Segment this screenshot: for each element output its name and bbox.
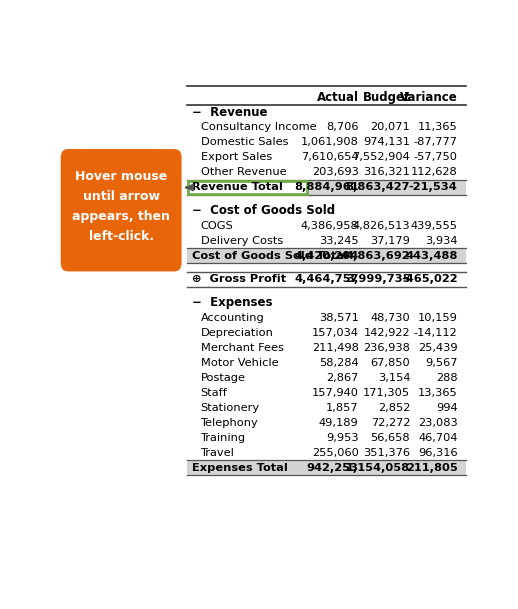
Text: 994: 994 (436, 403, 457, 413)
Text: COGS: COGS (200, 221, 233, 231)
Text: 9,567: 9,567 (425, 358, 457, 368)
Text: 46,704: 46,704 (418, 433, 457, 443)
Text: Cost of Goods Sold Total: Cost of Goods Sold Total (192, 251, 348, 261)
Text: 1,154,058: 1,154,058 (346, 463, 410, 473)
Text: 13,365: 13,365 (418, 388, 457, 398)
Text: left-click.: left-click. (89, 230, 154, 243)
Text: 4,464,757: 4,464,757 (294, 275, 358, 284)
Text: 142,922: 142,922 (364, 328, 410, 338)
Text: 58,284: 58,284 (319, 358, 358, 368)
Text: Depreciation: Depreciation (200, 328, 274, 338)
Text: 8,863,427: 8,863,427 (346, 183, 410, 192)
Text: 255,060: 255,060 (312, 448, 358, 458)
Text: 7,610,654: 7,610,654 (301, 152, 358, 163)
Bar (187, 248, 466, 264)
Text: 942,253: 942,253 (307, 463, 358, 473)
Text: 25,439: 25,439 (418, 343, 457, 353)
Text: 56,658: 56,658 (370, 433, 410, 443)
Text: 4,863,692: 4,863,692 (346, 251, 410, 261)
Text: until arrow: until arrow (83, 190, 160, 203)
Text: 3,154: 3,154 (378, 373, 410, 383)
Text: Stationery: Stationery (200, 403, 260, 413)
Text: 211,498: 211,498 (312, 343, 358, 353)
Text: Consultancy Income: Consultancy Income (200, 122, 316, 133)
Text: 288: 288 (436, 373, 457, 383)
Text: 4,826,513: 4,826,513 (353, 221, 410, 231)
Text: Travel: Travel (200, 448, 235, 458)
Text: -21,534: -21,534 (409, 183, 457, 192)
Text: Domestic Sales: Domestic Sales (200, 138, 288, 147)
Text: Actual: Actual (316, 91, 358, 104)
Text: 112,628: 112,628 (411, 167, 457, 177)
Text: 974,131: 974,131 (363, 138, 410, 147)
Text: 72,272: 72,272 (371, 418, 410, 428)
Text: Hover mouse: Hover mouse (75, 170, 167, 183)
Bar (189, 181, 307, 194)
Text: Merchant Fees: Merchant Fees (200, 343, 283, 353)
Text: Other Revenue: Other Revenue (200, 167, 286, 177)
Bar (187, 180, 466, 195)
Text: 1,857: 1,857 (326, 403, 358, 413)
Text: 8,884,961: 8,884,961 (294, 183, 358, 192)
Text: 37,179: 37,179 (370, 236, 410, 246)
Text: 49,189: 49,189 (319, 418, 358, 428)
Text: Staff: Staff (200, 388, 227, 398)
Text: Telephony: Telephony (200, 418, 258, 428)
Text: ⊕  Gross Profit: ⊕ Gross Profit (192, 275, 286, 284)
Text: 48,730: 48,730 (370, 313, 410, 323)
Text: Postage: Postage (200, 373, 246, 383)
Text: Export Sales: Export Sales (200, 152, 272, 163)
Text: 10,159: 10,159 (418, 313, 457, 323)
Text: 439,555: 439,555 (411, 221, 457, 231)
Text: 1,061,908: 1,061,908 (300, 138, 358, 147)
Text: Budget: Budget (363, 91, 410, 104)
Text: 157,940: 157,940 (311, 388, 358, 398)
Text: 211,805: 211,805 (406, 463, 457, 473)
Text: 351,376: 351,376 (363, 448, 410, 458)
Text: Motor Vehicle: Motor Vehicle (200, 358, 278, 368)
Polygon shape (175, 229, 180, 253)
Text: 2,867: 2,867 (326, 373, 358, 383)
Bar (187, 460, 466, 476)
Text: 236,938: 236,938 (363, 343, 410, 353)
Text: −  Expenses: − Expenses (192, 297, 272, 309)
Text: -465,022: -465,022 (401, 275, 457, 284)
Text: Variance: Variance (400, 91, 457, 104)
Text: 4,386,958: 4,386,958 (301, 221, 358, 231)
Text: 20,071: 20,071 (370, 122, 410, 133)
Text: 11,365: 11,365 (418, 122, 457, 133)
Text: 3,999,735: 3,999,735 (346, 275, 410, 284)
Text: appears, then: appears, then (72, 210, 170, 223)
Text: 157,034: 157,034 (311, 328, 358, 338)
Text: −  Revenue: − Revenue (192, 106, 267, 119)
Text: 23,083: 23,083 (418, 418, 457, 428)
Text: Training: Training (200, 433, 246, 443)
Text: 33,245: 33,245 (319, 236, 358, 246)
Text: 96,316: 96,316 (418, 448, 457, 458)
Text: -57,750: -57,750 (413, 152, 457, 163)
Text: Delivery Costs: Delivery Costs (200, 236, 283, 246)
FancyBboxPatch shape (61, 149, 182, 272)
Text: 2,852: 2,852 (378, 403, 410, 413)
Text: -87,777: -87,777 (413, 138, 457, 147)
Text: 67,850: 67,850 (370, 358, 410, 368)
Text: 8,706: 8,706 (326, 122, 358, 133)
Text: 171,305: 171,305 (363, 388, 410, 398)
Text: 4,420,204: 4,420,204 (294, 251, 358, 261)
Text: −  Cost of Goods Sold: − Cost of Goods Sold (192, 205, 335, 217)
Text: 9,953: 9,953 (326, 433, 358, 443)
Text: 203,693: 203,693 (312, 167, 358, 177)
Text: Accounting: Accounting (200, 313, 264, 323)
Text: 316,321: 316,321 (363, 167, 410, 177)
Text: -14,112: -14,112 (414, 328, 457, 338)
Text: 7,552,904: 7,552,904 (352, 152, 410, 163)
Text: Revenue Total: Revenue Total (192, 183, 283, 192)
Text: Expenses Total: Expenses Total (192, 463, 288, 473)
Text: 443,488: 443,488 (405, 251, 457, 261)
Text: 3,934: 3,934 (425, 236, 457, 246)
Text: 38,571: 38,571 (319, 313, 358, 323)
